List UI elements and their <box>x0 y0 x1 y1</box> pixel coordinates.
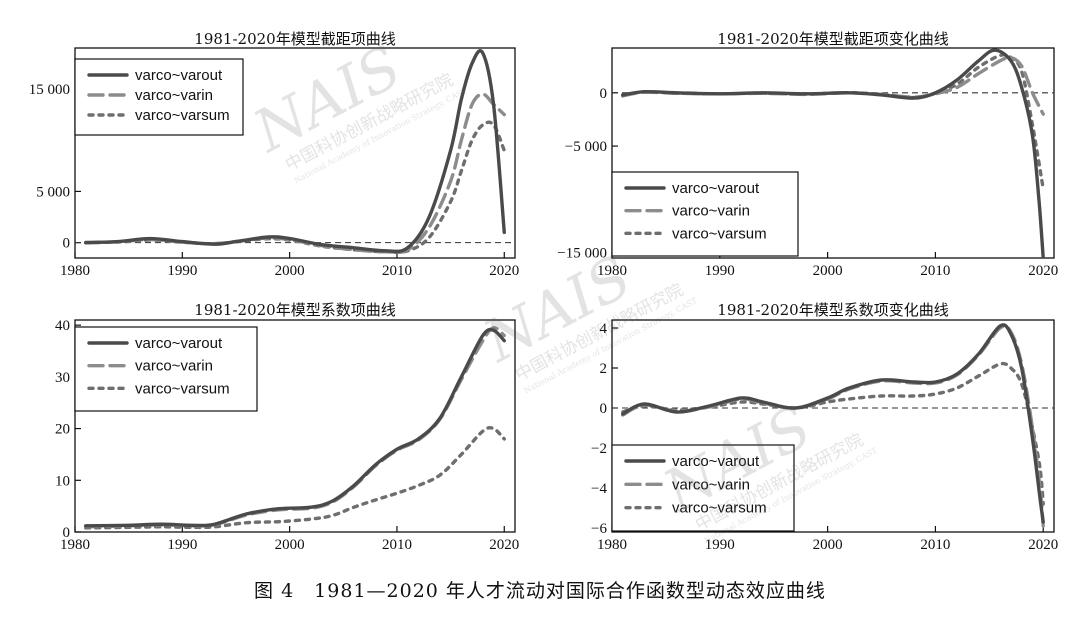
plot-frame <box>611 319 1055 533</box>
legend-label: varco~varout <box>135 67 223 84</box>
legend: varco~varout varco~varin varco~varsum <box>74 326 258 412</box>
legend-label: varco~varout <box>135 335 223 352</box>
x-tick-label: 1980 <box>60 263 90 279</box>
legend-label: varco~varsum <box>135 380 230 397</box>
x-tick-label: 2010 <box>382 537 412 553</box>
x-tick-label: 1990 <box>167 537 197 553</box>
legend-label: varco~varin <box>135 87 213 104</box>
panel-1: 1981-2020年模型截距项曲线 1980 1990 2000 2010 2020 0 5 … <box>29 30 520 279</box>
y-tick-label: 30 <box>55 370 70 386</box>
x-tick-label: 2000 <box>275 537 305 553</box>
x-tick-label: 2000 <box>275 263 305 279</box>
y-tick-label: −5 000 <box>565 139 607 155</box>
legend-label: varco~varsum <box>672 500 767 517</box>
y-tick-label: 0 <box>600 401 608 417</box>
series-line-varsum <box>621 53 1045 191</box>
panel-3: 1981-2020年模型系数项曲线 1980 1990 2000 2010 2020 0 10… <box>55 301 519 553</box>
y-tick-label: 15 000 <box>29 82 70 98</box>
x-tick-label: 2010 <box>920 537 950 553</box>
series-line-varout <box>621 323 1045 524</box>
x-tick-label: 1980 <box>597 263 627 279</box>
y-tick-label: 2 <box>600 361 608 377</box>
panel-2: 1981-2020年模型截距项变化曲线 1980 1990 2000 2010 2020 0… <box>557 30 1058 279</box>
x-tick-label: 2020 <box>489 537 519 553</box>
series-line-varout <box>621 48 1045 258</box>
y-tick-label: 0 <box>63 525 71 541</box>
y-tick-label: −6 <box>591 521 607 537</box>
series-line-varin <box>621 55 1045 116</box>
legend-label: varco~varin <box>672 203 750 220</box>
y-tick-label: 20 <box>55 422 70 438</box>
legend-box <box>611 171 799 257</box>
legend-label: varco~varout <box>672 453 760 470</box>
panel-title: 1981-2020年模型系数项曲线 <box>194 301 395 319</box>
x-tick-label: 1990 <box>167 263 197 279</box>
legend-label: varco~varout <box>672 180 760 197</box>
panel-title: 1981-2020年模型截距项曲线 <box>194 30 395 48</box>
x-tick-label: 1990 <box>705 537 735 553</box>
x-tick-label: 1990 <box>705 263 735 279</box>
series-line-varout <box>84 49 506 254</box>
y-tick-label: 4 <box>600 321 608 337</box>
y-tick-label: −15 000 <box>557 246 607 262</box>
series-line-varout <box>84 327 506 528</box>
legend: varco~varout varco~varin varco~varsum <box>611 444 795 532</box>
panel-title: 1981-2020年模型截距项变化曲线 <box>717 30 948 48</box>
x-tick-label: 1980 <box>60 537 90 553</box>
plot-frame <box>611 47 1055 259</box>
legend-label: varco~varin <box>672 476 750 493</box>
legend-box <box>74 326 258 412</box>
x-tick-label: 2000 <box>813 537 843 553</box>
plot-frame <box>74 319 516 533</box>
series-line-varsum <box>84 426 506 530</box>
x-tick-label: 2020 <box>1028 263 1058 279</box>
panel-title: 1981-2020年模型系数项变化曲线 <box>717 301 948 319</box>
y-tick-label: 40 <box>55 318 70 334</box>
legend-label: varco~varin <box>135 358 213 375</box>
x-tick-label: 2020 <box>489 263 519 279</box>
legend: varco~varout varco~varin varco~varsum <box>74 58 244 136</box>
y-tick-label: −4 <box>591 481 607 497</box>
x-tick-label: 2000 <box>813 263 843 279</box>
y-tick-label: 0 <box>63 236 71 252</box>
x-tick-label: 1980 <box>597 537 627 553</box>
y-tick-label: 5 000 <box>36 184 70 200</box>
legend-box <box>74 58 244 136</box>
plot-frame <box>74 47 516 259</box>
x-tick-label: 2010 <box>920 263 950 279</box>
legend: varco~varout varco~varin varco~varsum <box>611 171 799 257</box>
legend-label: varco~varsum <box>135 107 230 124</box>
series-line-varsum <box>84 120 506 255</box>
x-tick-label: 2010 <box>382 263 412 279</box>
x-tick-label: 2020 <box>1028 537 1058 553</box>
figure-caption: 图 4 1981—2020 年人才流动对国际合作函数型动态效应曲线 <box>254 580 826 602</box>
y-tick-label: −2 <box>591 441 607 457</box>
y-tick-label: 0 <box>600 86 608 102</box>
legend-label: varco~varsum <box>672 225 767 242</box>
panel-4: 1981-2020年模型系数项变化曲线 1980 1990 2000 2010 2020 −… <box>591 301 1058 553</box>
y-tick-label: 10 <box>55 473 70 489</box>
